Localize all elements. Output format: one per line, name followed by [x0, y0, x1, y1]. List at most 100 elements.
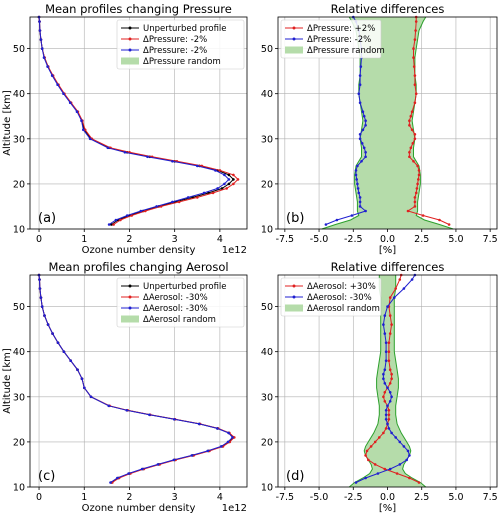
x-tick-label: -5.0 [310, 492, 329, 503]
data-point [398, 278, 402, 281]
data-point [216, 187, 219, 190]
data-point [387, 409, 391, 412]
data-point [125, 409, 128, 412]
data-point [405, 458, 409, 462]
data-point [417, 178, 420, 181]
x-tick-label: 2.5 [414, 492, 429, 503]
x-tick-label: 2 [126, 492, 132, 503]
data-point [38, 20, 41, 23]
legend-entry: ΔAerosol: -30% [307, 293, 372, 303]
data-point [232, 182, 235, 186]
data-point [361, 128, 365, 132]
y-axis-label: Altitude [km] [2, 348, 13, 414]
data-point [414, 20, 418, 23]
data-point [43, 314, 46, 317]
y-tick-label: 50 [13, 302, 25, 313]
legend-entry: ΔAerosol random [143, 315, 216, 325]
data-point [223, 173, 226, 177]
data-point [172, 418, 176, 421]
panel-label: (d) [286, 469, 304, 484]
y-tick-label: 20 [13, 437, 25, 448]
x-tick-label: 5.0 [448, 492, 463, 503]
data-point [383, 467, 387, 471]
data-point [358, 101, 362, 104]
data-point [384, 350, 388, 354]
data-point [76, 368, 79, 372]
legend-box [280, 277, 382, 317]
data-point [364, 151, 367, 154]
data-point [236, 178, 240, 181]
data-point [358, 133, 362, 136]
data-point [227, 173, 231, 177]
data-point [438, 218, 441, 222]
data-point [378, 436, 381, 439]
data-point [82, 128, 85, 132]
data-point [416, 182, 419, 186]
data-point [38, 278, 41, 281]
data-point [417, 481, 421, 484]
y-tick-label: 50 [13, 44, 25, 55]
chart-title: Mean profiles changing Aerosol [48, 260, 228, 274]
data-point [412, 56, 415, 59]
data-point [386, 305, 389, 308]
data-point [382, 377, 385, 381]
x-tick-label: 2 [126, 234, 132, 245]
data-point [387, 350, 391, 354]
data-point [214, 169, 217, 172]
x-axis-label: Ozone number density [82, 245, 196, 256]
data-point [88, 137, 92, 141]
data-point [386, 404, 389, 408]
data-point [390, 377, 393, 381]
legend-swatch-band [285, 304, 303, 312]
x-tick-label: -2.5 [344, 492, 363, 503]
data-point [421, 214, 425, 217]
legend-swatch-marker [128, 26, 132, 30]
data-point [106, 146, 110, 150]
data-point [417, 169, 421, 172]
data-point [116, 476, 119, 480]
data-point [219, 445, 223, 448]
x-tick-label: 7.5 [483, 234, 498, 245]
data-point [417, 173, 421, 177]
data-point [364, 155, 367, 159]
x-tick-label: 0 [36, 492, 42, 503]
legend: ΔPressure: +2%ΔPressure: -2%ΔPressure ra… [280, 19, 385, 59]
panel-a: Mean profiles changing Pressure 0 1 2 3 4 10 20… [2, 2, 248, 256]
data-point [226, 440, 230, 444]
data-point [148, 413, 151, 417]
data-point [232, 178, 235, 181]
legend-swatch-band [285, 46, 303, 54]
legend-swatch-marker [292, 284, 296, 288]
x-offset-text: 1e12 [222, 503, 247, 513]
data-point [383, 368, 387, 372]
data-point [390, 323, 393, 326]
data-point [40, 305, 44, 308]
data-point [364, 124, 367, 127]
panel-label: (a) [38, 211, 56, 226]
legend-swatch-marker [128, 295, 132, 299]
data-point [402, 287, 406, 290]
x-tick-label: -7.5 [276, 492, 295, 503]
data-point [387, 418, 391, 421]
plot-frame [29, 274, 248, 488]
data-point [354, 169, 358, 172]
panel-label: (c) [38, 469, 55, 484]
data-point [130, 214, 133, 217]
y-tick-label: 20 [261, 179, 273, 190]
data-point [171, 160, 174, 163]
data-point [38, 287, 42, 290]
legend-entry: ΔAerosol: +30% [307, 282, 376, 292]
data-point [388, 314, 392, 317]
legend-entry: ΔAerosol random [307, 304, 380, 314]
data-point [196, 196, 199, 199]
data-point [382, 431, 385, 435]
data-point [408, 155, 411, 159]
x-tick-label: 5.0 [448, 234, 463, 245]
data-point [383, 382, 387, 385]
data-point [382, 372, 385, 376]
x-tick-label: 4 [217, 492, 223, 503]
data-point [89, 395, 93, 399]
legend-entry: ΔPressure random [307, 46, 385, 56]
